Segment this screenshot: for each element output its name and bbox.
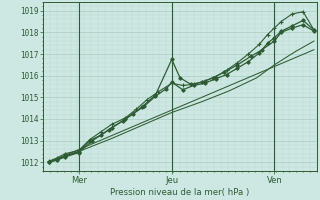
X-axis label: Pression niveau de la mer( hPa ): Pression niveau de la mer( hPa )	[110, 188, 250, 197]
